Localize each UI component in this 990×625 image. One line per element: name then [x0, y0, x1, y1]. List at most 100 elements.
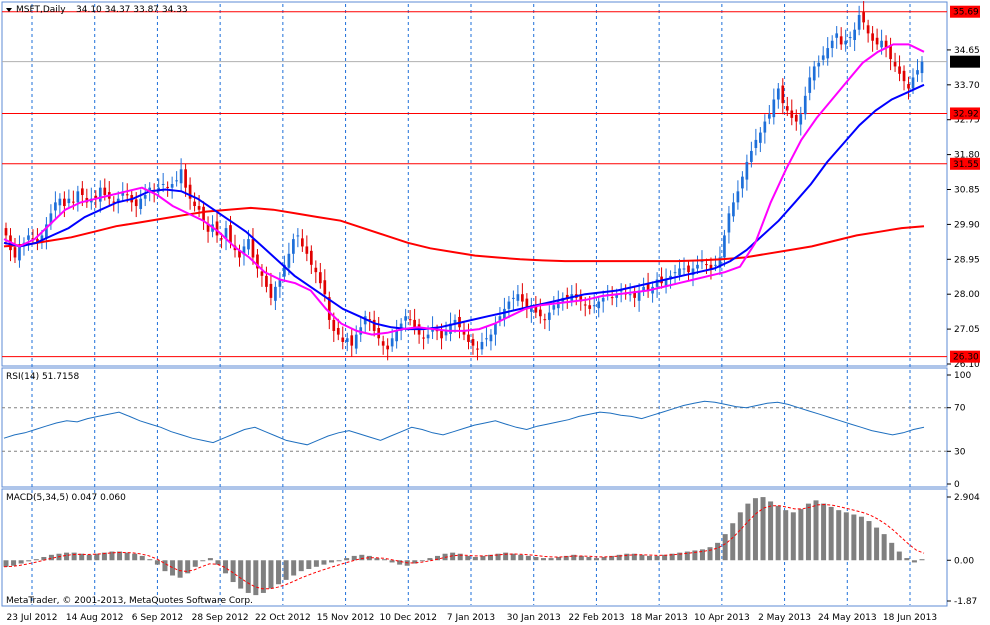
macd-bar [480, 555, 486, 561]
watermark-text: MetaTrader, © 2001-2013, MetaQuotes Soft… [6, 596, 253, 606]
macd-bar [699, 549, 705, 561]
candle-body [143, 195, 147, 199]
y-tick-label: 28.00 [954, 290, 980, 300]
candle-body [556, 301, 560, 309]
macd-bar [200, 560, 206, 562]
macd-bar [715, 542, 721, 561]
candle-body [260, 271, 264, 276]
macd-bar [154, 560, 160, 565]
y-tick-label: 26.10 [954, 360, 980, 370]
macd-bar [336, 560, 342, 562]
macd-bar [487, 554, 493, 561]
candle-body [206, 223, 210, 232]
candle-body [673, 272, 677, 274]
price-level-badge [950, 350, 980, 363]
rsi-tick-label: 30 [954, 447, 966, 457]
candle-body [552, 305, 556, 310]
candle-body [781, 85, 785, 104]
macd-bar [109, 551, 115, 561]
macd-bar [86, 554, 92, 561]
macd-bar [230, 560, 236, 583]
candle-body [812, 66, 816, 81]
axis-layer: 23 Jul 2012 14 Aug 2012 6 Sep 2012 28 Sep 2… [7, 5, 980, 623]
macd-bar [435, 555, 441, 561]
macd-bar [268, 560, 274, 589]
macd-bar [321, 560, 327, 565]
candle-body [691, 268, 695, 276]
macd-bar [662, 554, 668, 561]
candle-body [148, 187, 152, 193]
price-header[interactable]: MSFT,Daily 34.10 34.37 33.87 34.33 [6, 5, 188, 15]
candle-body [269, 283, 273, 298]
x-tick-label: 14 Aug 2012 [66, 613, 124, 623]
candle-body [49, 213, 53, 225]
macd-bar [639, 554, 645, 561]
candle-body [615, 294, 619, 298]
macd-bar [745, 503, 751, 561]
macd-bar [419, 560, 425, 562]
candle-body [390, 338, 394, 347]
rsi-layer [2, 400, 947, 452]
macd-bar [768, 501, 774, 561]
candle-body [363, 316, 367, 325]
candle-body [368, 319, 372, 321]
candle-body [826, 48, 830, 59]
macd-bar [798, 509, 804, 561]
macd-tick-label: 2.904 [954, 493, 980, 503]
candle-body [426, 334, 430, 339]
y-tick-label: 30.85 [954, 186, 980, 196]
candle-body [372, 319, 376, 331]
candle-body [193, 201, 196, 207]
macd-bar [518, 554, 524, 561]
candle-body [408, 319, 412, 321]
price-panel-frame [1, 1, 948, 367]
candle-body [664, 279, 668, 287]
candle-body [296, 235, 300, 237]
macd-bar [344, 558, 350, 561]
macd-bar [298, 560, 304, 572]
candle-body [772, 99, 776, 118]
candle-body [197, 206, 201, 210]
candle-body [857, 15, 861, 30]
candle-body [745, 161, 749, 180]
macd-bar [669, 553, 675, 561]
candle-body [718, 257, 722, 268]
candle-body [309, 250, 313, 265]
ma-medium-line [3, 83, 925, 331]
macd-bar [836, 510, 842, 561]
candle-body [332, 319, 336, 331]
candle-body [646, 283, 650, 291]
candle-body [184, 169, 187, 188]
candle-body [170, 184, 174, 188]
candle-body [741, 176, 744, 189]
candle-body [283, 264, 286, 277]
candle-body [803, 95, 807, 115]
candle-body [543, 319, 547, 321]
candle-body [395, 330, 398, 342]
macd-bar [132, 553, 138, 561]
macd-tick-label: 0.00 [954, 556, 974, 566]
candle-body [314, 267, 318, 273]
dropdown-triangle-icon[interactable] [6, 8, 12, 12]
x-tick-label: 28 Sep 2012 [192, 613, 249, 623]
candle-body [381, 341, 385, 346]
candle-body [139, 198, 143, 209]
candle-body [871, 33, 874, 41]
candle-body [754, 139, 758, 148]
x-tick-label: 22 Oct 2012 [255, 613, 311, 623]
candle-body [920, 61, 924, 74]
macd-bar [540, 558, 546, 561]
macd-bar [571, 554, 577, 561]
price-level-label: 32.92 [953, 109, 979, 119]
candle-body [592, 305, 596, 307]
macd-bar [563, 555, 569, 561]
candle-body [521, 294, 524, 302]
macd-bar [911, 560, 917, 563]
macd-bar [291, 560, 297, 576]
candle-body [45, 224, 48, 239]
x-tick-label: 10 Apr 2013 [694, 613, 750, 623]
x-tick-label: 6 Sep 2012 [132, 613, 183, 623]
candle-body [767, 114, 771, 119]
macd-bar [586, 556, 592, 561]
ohlc-values: 34.10 34.37 33.87 34.33 [76, 5, 188, 15]
